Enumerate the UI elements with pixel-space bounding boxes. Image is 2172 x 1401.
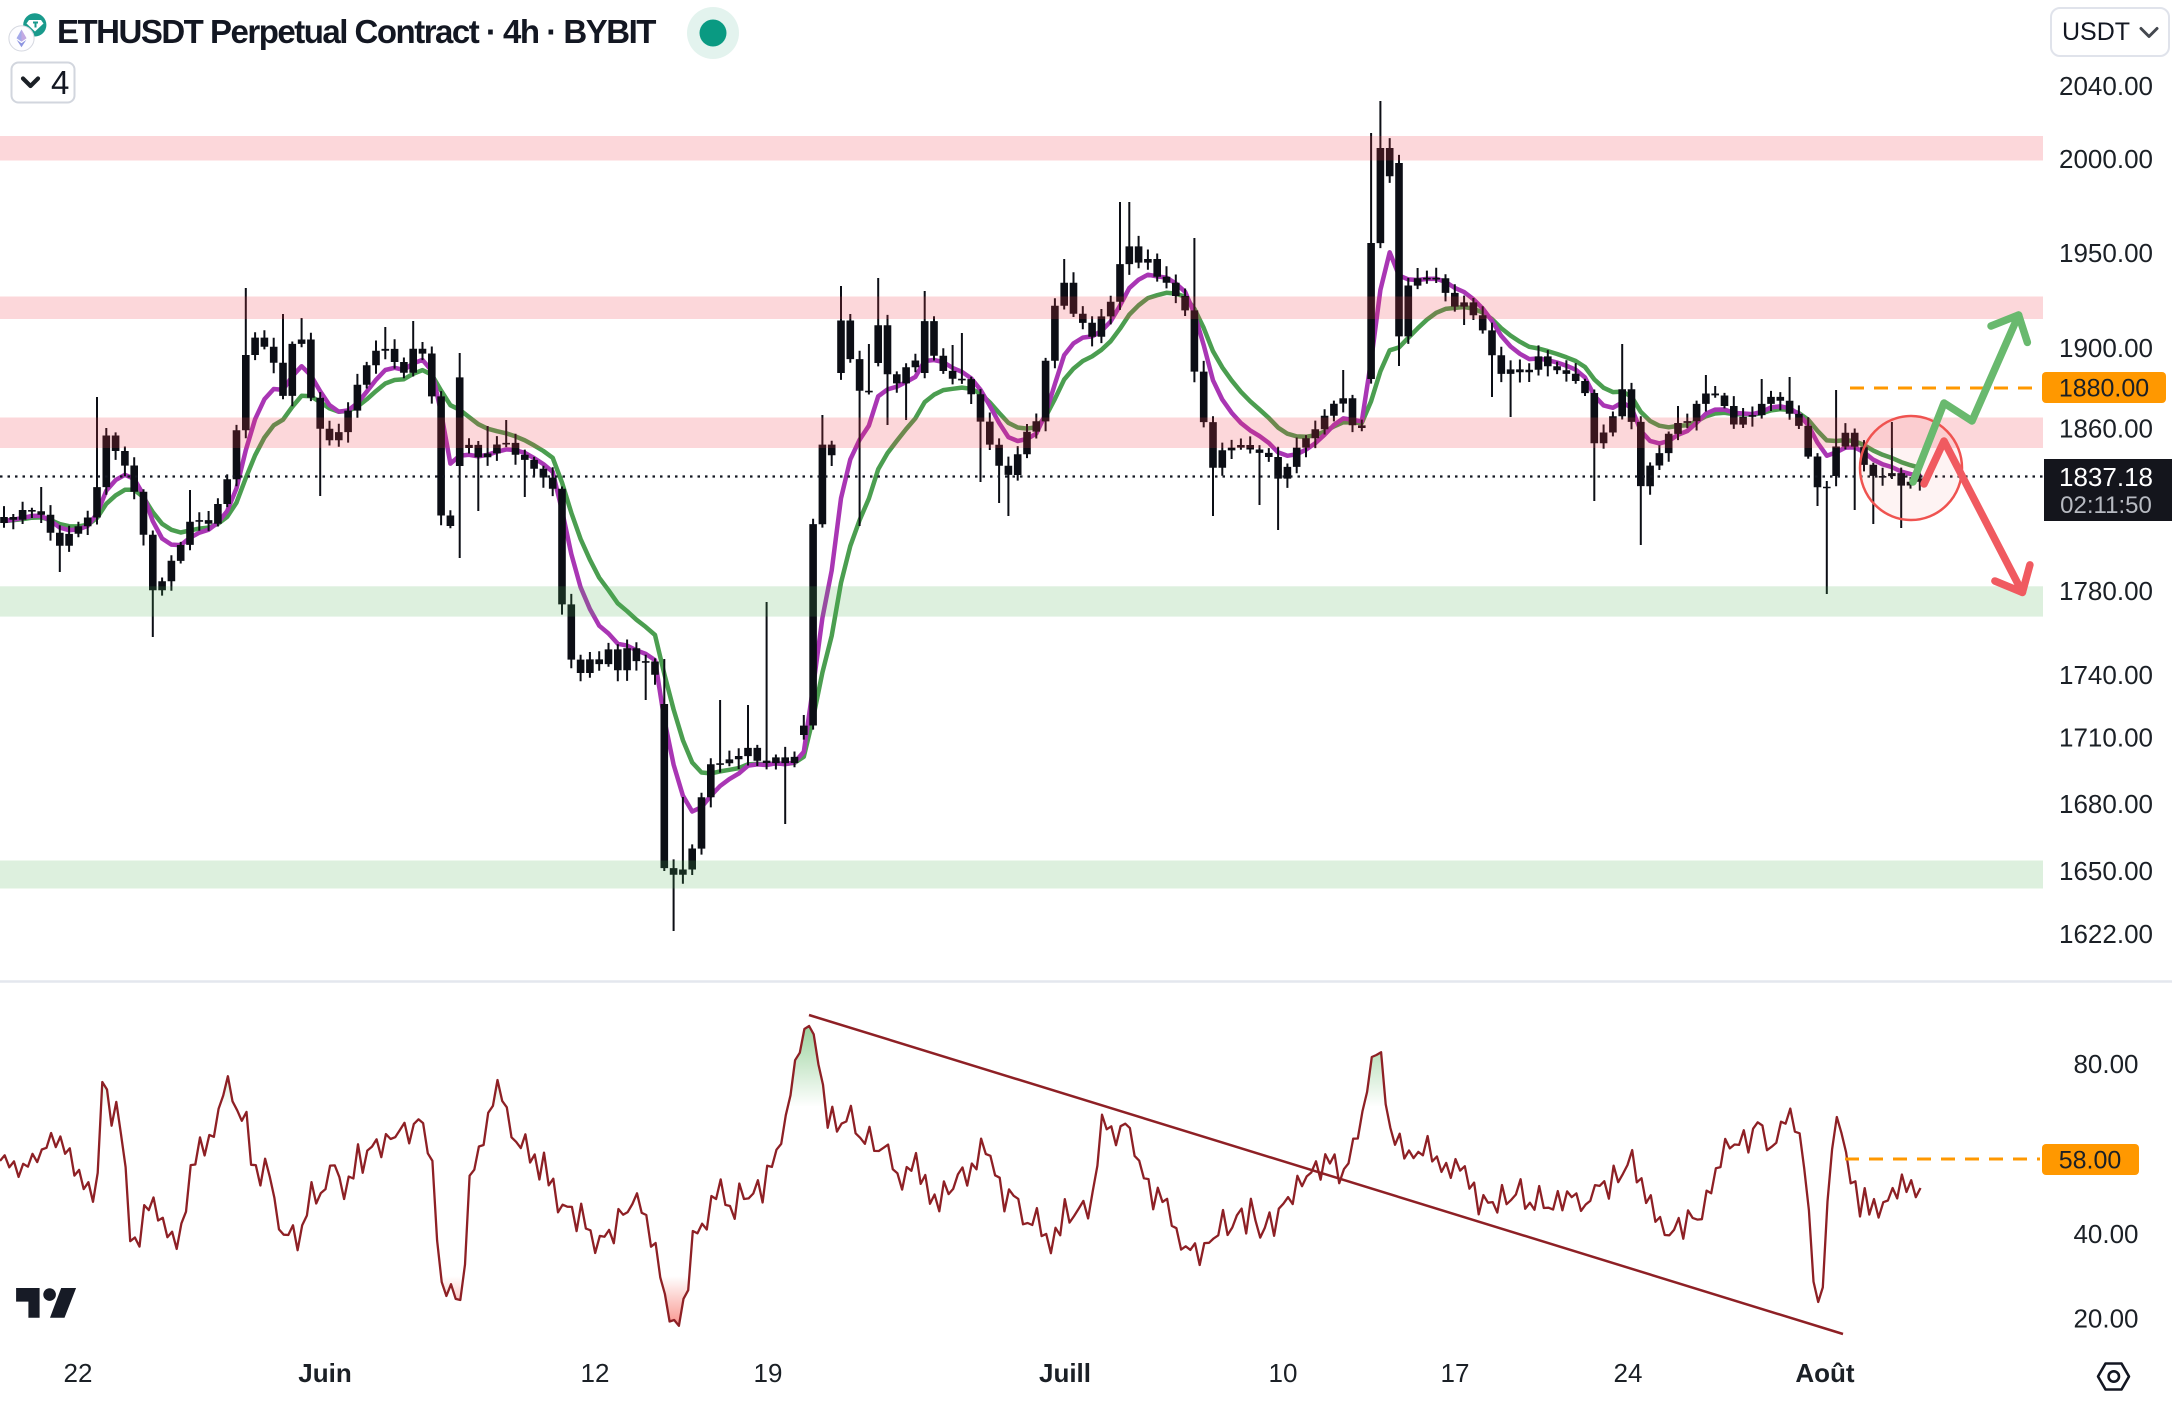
svg-text:10: 10: [1269, 1358, 1298, 1388]
svg-text:02:11:50: 02:11:50: [2060, 492, 2152, 519]
svg-text:12: 12: [581, 1358, 610, 1388]
svg-text:20.00: 20.00: [2073, 1304, 2138, 1334]
svg-text:ETHUSDT Perpetual Contract · 4: ETHUSDT Perpetual Contract · 4h · BYBIT: [57, 13, 656, 50]
svg-text:Juin: Juin: [298, 1358, 351, 1388]
svg-text:80.00: 80.00: [2073, 1049, 2138, 1079]
svg-text:1900.00: 1900.00: [2059, 333, 2153, 363]
svg-text:19: 19: [754, 1358, 783, 1388]
svg-text:1622.00: 1622.00: [2059, 919, 2153, 949]
svg-text:17: 17: [1441, 1358, 1470, 1388]
svg-text:1860.00: 1860.00: [2059, 414, 2153, 444]
svg-text:40.00: 40.00: [2073, 1219, 2138, 1249]
svg-text:58.00: 58.00: [2059, 1147, 2122, 1175]
svg-text:USDT: USDT: [2062, 18, 2130, 46]
svg-text:1837.18: 1837.18: [2059, 462, 2153, 492]
svg-text:Août: Août: [1795, 1358, 1855, 1388]
svg-text:1880.00: 1880.00: [2059, 375, 2149, 403]
svg-text:1710.00: 1710.00: [2059, 723, 2153, 753]
svg-text:1680.00: 1680.00: [2059, 789, 2153, 819]
svg-text:2040.00: 2040.00: [2059, 71, 2153, 101]
svg-text:2000.00: 2000.00: [2059, 144, 2153, 174]
svg-text:1650.00: 1650.00: [2059, 856, 2153, 886]
svg-text:24: 24: [1614, 1358, 1643, 1388]
svg-text:Juill: Juill: [1039, 1358, 1091, 1388]
svg-text:1950.00: 1950.00: [2059, 238, 2153, 268]
svg-text:4: 4: [51, 64, 69, 101]
svg-text:22: 22: [64, 1358, 93, 1388]
svg-text:1780.00: 1780.00: [2059, 576, 2153, 606]
svg-text:1740.00: 1740.00: [2059, 660, 2153, 690]
